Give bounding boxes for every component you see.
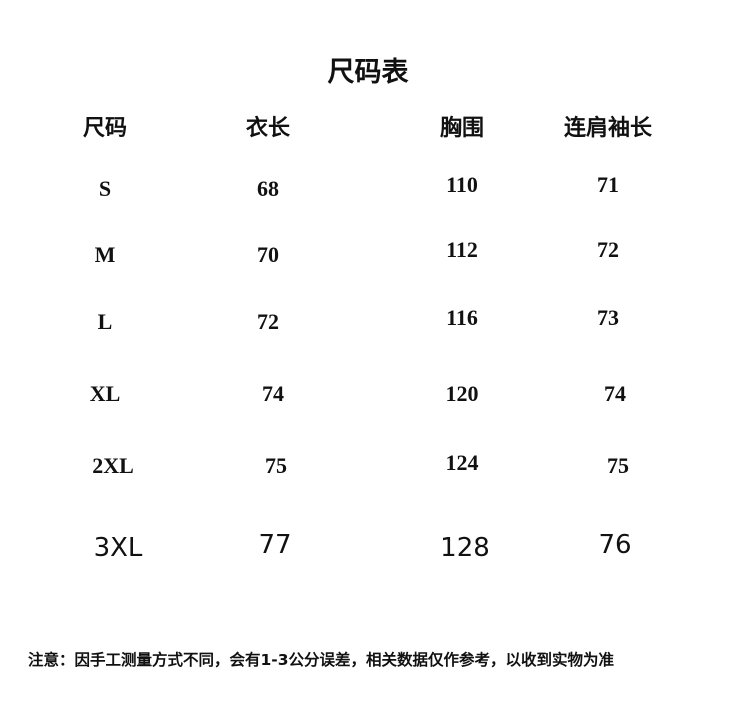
header-row: 尺码 衣长 胸围 连肩袖长: [0, 110, 750, 150]
sleeve-cell: 75: [607, 453, 629, 478]
length-cell: 68: [257, 176, 279, 201]
chest-cell: 124: [445, 450, 479, 475]
chest-cell: 120: [445, 381, 479, 406]
length-cell: 75: [265, 453, 287, 478]
table-row: M 70 112 72: [0, 237, 750, 282]
chart-title: 尺码表: [327, 57, 409, 88]
table-row: 2XL 75 124 75: [0, 450, 750, 493]
chest-cell: 112: [446, 237, 478, 262]
chest-cell: 110: [446, 172, 478, 197]
sleeve-cell: 73: [597, 305, 619, 330]
length-cell: 77: [258, 530, 292, 560]
measurement-note: 注意：因手工测量方式不同，会有1-3公分误差，相关数据仅作参考，以收到实物为准: [28, 651, 615, 669]
size-cell: 3XL: [93, 533, 143, 563]
header-length: 衣长: [245, 116, 291, 141]
chest-cell: 128: [440, 533, 490, 563]
size-cell: XL: [89, 381, 121, 406]
length-cell: 70: [257, 242, 279, 267]
table-row: XL 74 120 74: [0, 381, 750, 421]
length-cell: 74: [262, 381, 284, 406]
header-sleeve: 连肩袖长: [563, 116, 653, 141]
size-cell: S: [98, 176, 112, 201]
size-cell: M: [94, 242, 116, 267]
sleeve-cell: 72: [597, 237, 619, 262]
size-cell: L: [97, 309, 113, 334]
sleeve-cell: 71: [597, 172, 619, 197]
sleeve-cell: 74: [604, 381, 626, 406]
size-cell: 2XL: [92, 453, 134, 478]
chest-cell: 116: [446, 305, 478, 330]
length-cell: 72: [257, 309, 279, 334]
header-chest: 胸围: [439, 116, 485, 141]
table-row: L 72 116 73: [0, 305, 750, 349]
table-row: 3XL 77 128 76: [0, 530, 750, 573]
table-row: S 68 110 71: [0, 172, 750, 216]
header-size: 尺码: [82, 116, 128, 141]
sleeve-cell: 76: [598, 530, 632, 560]
